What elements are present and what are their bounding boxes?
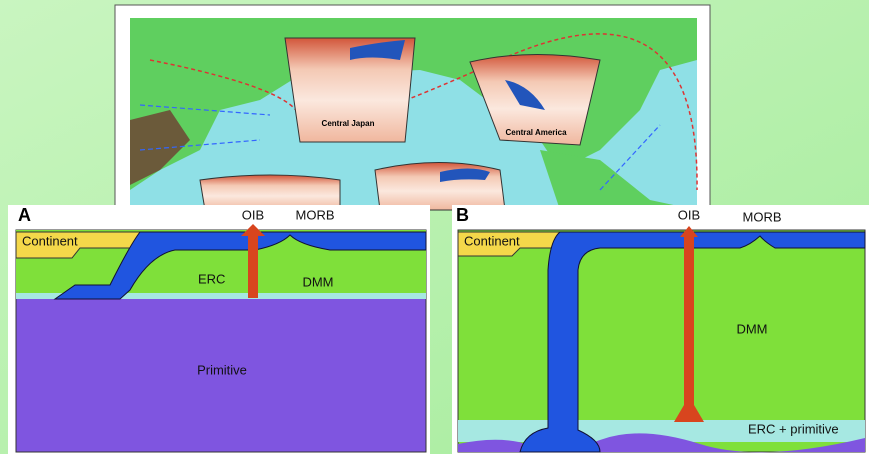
label: ERC + primitive xyxy=(748,421,839,436)
label: MORB xyxy=(743,209,782,224)
label: Primitive xyxy=(197,362,247,377)
label: DMM xyxy=(736,321,767,336)
map: Central Japan Central America xyxy=(130,18,697,210)
panel-b-diagram: B Continent OIB MORB DMM ERC + primitive xyxy=(456,205,865,452)
section-label: Central Japan xyxy=(322,119,375,128)
label: ERC xyxy=(198,271,225,286)
panel-letter: B xyxy=(456,205,469,225)
panel-a-diagram: A Continent OIB MORB ERC DMM Primitive xyxy=(16,205,426,452)
label: DMM xyxy=(302,274,333,289)
section-label: Central America xyxy=(505,128,567,137)
label: OIB xyxy=(678,207,700,222)
label: Continent xyxy=(22,233,78,248)
figure: Central Japan Central America A Continen… xyxy=(0,0,869,454)
label: MORB xyxy=(296,207,335,222)
label: OIB xyxy=(242,207,264,222)
panel-letter: A xyxy=(18,205,31,225)
label: Continent xyxy=(464,233,520,248)
